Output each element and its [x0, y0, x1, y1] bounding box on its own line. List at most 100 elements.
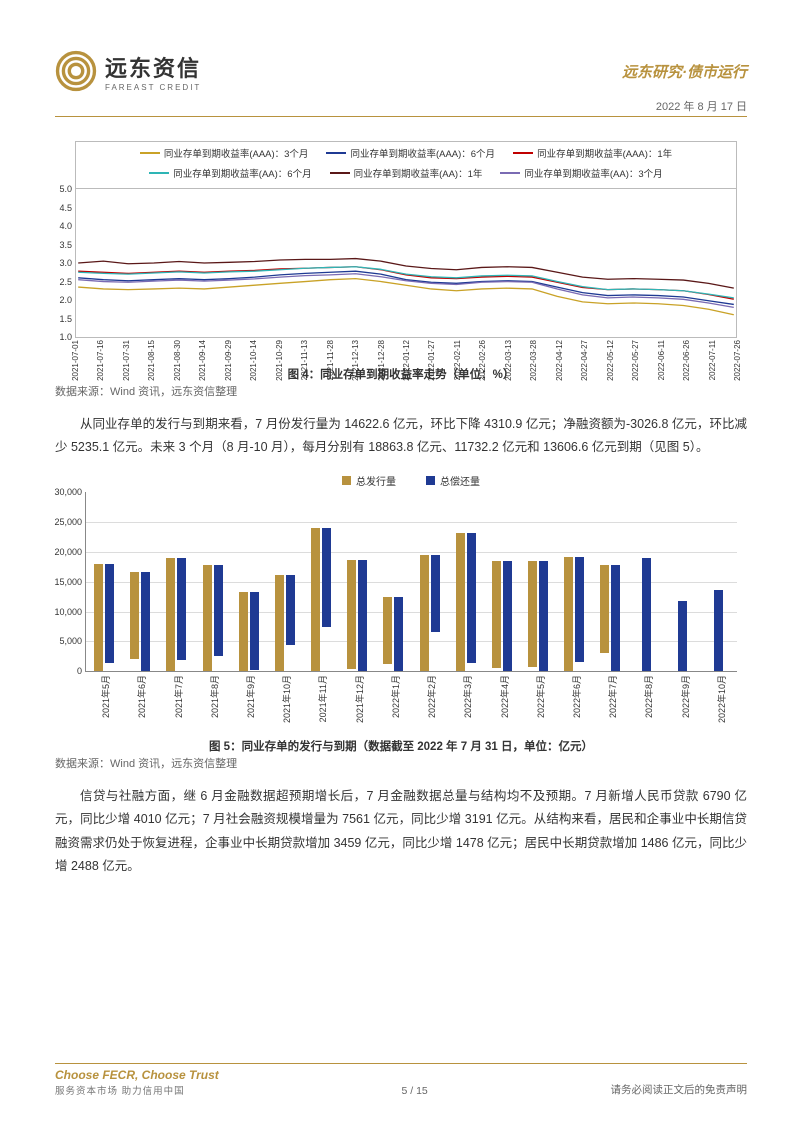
document-date: 2022 年 8 月 17 日 [55, 98, 747, 114]
legend-label: 同业存单到期收益率(AA)：3个月 [524, 166, 662, 180]
bar-repayment [575, 557, 584, 662]
bar-issuance [564, 557, 573, 672]
xtick-label: 2022年4月 [498, 675, 511, 718]
xtick-label: 2021-09-14 [198, 340, 207, 381]
xtick-label: 2021年8月 [208, 675, 221, 718]
bar-repayment [286, 575, 295, 645]
ytick-label: 0 [44, 666, 82, 676]
legend-label: 同业存单到期收益率(AAA)：6个月 [350, 146, 495, 160]
xtick-label: 2022年7月 [606, 675, 619, 718]
ytick-label: 20,000 [44, 547, 82, 557]
xtick-label: 2021年9月 [244, 675, 257, 718]
bar-issuance [203, 565, 212, 671]
divider [55, 116, 747, 117]
xtick-label: 2022年6月 [570, 675, 583, 718]
bar-issuance [420, 555, 429, 671]
bar-repayment [642, 558, 651, 671]
line-series [78, 267, 734, 298]
xtick-label: 2021年12月 [353, 675, 366, 723]
brand-cn: 远东资信 [105, 51, 201, 83]
xtick-label: 2022年3月 [461, 675, 474, 718]
page-header: 远东资信 FAREAST CREDIT 远东研究·债市运行 [55, 50, 747, 92]
xtick-label: 2021年11月 [316, 675, 329, 722]
footer-page-number: 5 / 15 [402, 1085, 428, 1097]
bar-repayment [431, 555, 440, 632]
ytick-label: 1.5 [48, 314, 72, 324]
xtick-label: 2021-11-13 [300, 340, 309, 380]
xtick-label: 2021-07-31 [122, 340, 131, 381]
xtick-label: 2021-07-16 [96, 340, 105, 381]
ytick-label: 3.5 [48, 240, 72, 250]
xtick-label: 2021年10月 [280, 675, 293, 723]
bar-repayment [503, 561, 512, 671]
xtick-label: 2022-06-26 [682, 340, 691, 381]
xtick-label: 2022年10月 [715, 675, 728, 723]
xtick-label: 2022年1月 [389, 675, 402, 718]
legend-swatch [342, 476, 351, 485]
bar-repayment [250, 592, 259, 670]
bar-group [303, 528, 339, 671]
footer-slogan-cn: 服务资本市场 助力信用中国 [55, 1083, 219, 1097]
document-title: 远东研究·债市运行 [622, 61, 747, 82]
bar-issuance [94, 564, 103, 671]
xtick-label: 2021-07-01 [71, 340, 80, 381]
bar-group [231, 592, 267, 671]
bar-repayment [141, 572, 150, 672]
ytick-label: 1.0 [48, 332, 72, 342]
bar-chart-source: 数据来源：Wind 资讯，远东资信整理 [55, 755, 747, 771]
legend-label: 总偿还量 [440, 473, 480, 488]
footer-slogan-en: Choose FECR, Choose Trust [55, 1068, 219, 1082]
bar-group [267, 575, 303, 672]
xtick-label: 2022-05-12 [606, 340, 615, 381]
legend-label: 同业存单到期收益率(AAA)：1年 [537, 146, 672, 160]
xtick-label: 2021-12-13 [351, 340, 360, 381]
xtick-label: 2022-05-27 [631, 340, 640, 381]
xtick-label: 2021-10-14 [249, 340, 258, 381]
bar-repayment [322, 528, 331, 627]
bar-issuance [239, 592, 248, 671]
xtick-label: 2022-01-12 [402, 340, 411, 381]
bar-repayment [714, 590, 723, 672]
ytick-label: 3.0 [48, 258, 72, 268]
xtick-label: 2021年6月 [135, 675, 148, 718]
ytick-label: 4.0 [48, 221, 72, 231]
brand-en: FAREAST CREDIT [105, 83, 201, 92]
line-chart-legend: 同业存单到期收益率(AAA)：3个月同业存单到期收益率(AAA)：6个月同业存单… [75, 141, 737, 188]
bar-issuance [528, 561, 537, 667]
xtick-label: 2022-07-11 [708, 340, 717, 380]
bar-group [86, 564, 122, 671]
bar-group [195, 565, 231, 671]
bar-issuance [275, 575, 284, 672]
line-chart-xaxis: 2021-07-012021-07-162021-07-312021-08-15… [75, 338, 737, 388]
footer-divider [55, 1063, 747, 1064]
xtick-label: 2021年5月 [99, 675, 112, 718]
footer-disclaimer: 请务必阅读正文后的免责声明 [610, 1082, 747, 1097]
bar-repayment [394, 597, 403, 671]
bar-chart-legend: 总发行量总偿还量 [85, 473, 737, 488]
xtick-label: 2022-04-27 [580, 340, 589, 381]
line-chart-figure: 同业存单到期收益率(AAA)：3个月同业存单到期收益率(AAA)：6个月同业存单… [75, 141, 737, 361]
legend-label: 同业存单到期收益率(AAA)：3个月 [164, 146, 309, 160]
bar-issuance [600, 565, 609, 653]
bar-group [448, 533, 484, 672]
bar-repayment [611, 565, 620, 671]
bar-issuance [311, 528, 320, 671]
legend-swatch [140, 152, 160, 154]
bar-issuance [130, 572, 139, 659]
bar-repayment [467, 533, 476, 664]
ytick-label: 30,000 [44, 487, 82, 497]
xtick-label: 2022年9月 [679, 675, 692, 718]
bar-group [484, 561, 520, 671]
bar-repayment [539, 561, 548, 671]
bar-chart-xaxis: 2021年5月2021年6月2021年7月2021年8月2021年9月2021年… [85, 672, 737, 726]
bar-group [412, 555, 448, 671]
paragraph-1: 从同业存单的发行与到期来看，7 月份发行量为 14622.6 亿元，环比下降 4… [55, 413, 747, 459]
xtick-label: 2022-02-11 [453, 340, 462, 380]
bar-chart-figure: 总发行量总偿还量 30,00025,00020,00015,00010,0005… [85, 473, 737, 733]
legend-item: 同业存单到期收益率(AAA)：1年 [513, 146, 672, 160]
bar-group [375, 597, 411, 671]
logo-icon [55, 50, 97, 92]
bar-issuance [347, 560, 356, 669]
bar-repayment [105, 564, 114, 663]
xtick-label: 2022年8月 [642, 675, 655, 718]
